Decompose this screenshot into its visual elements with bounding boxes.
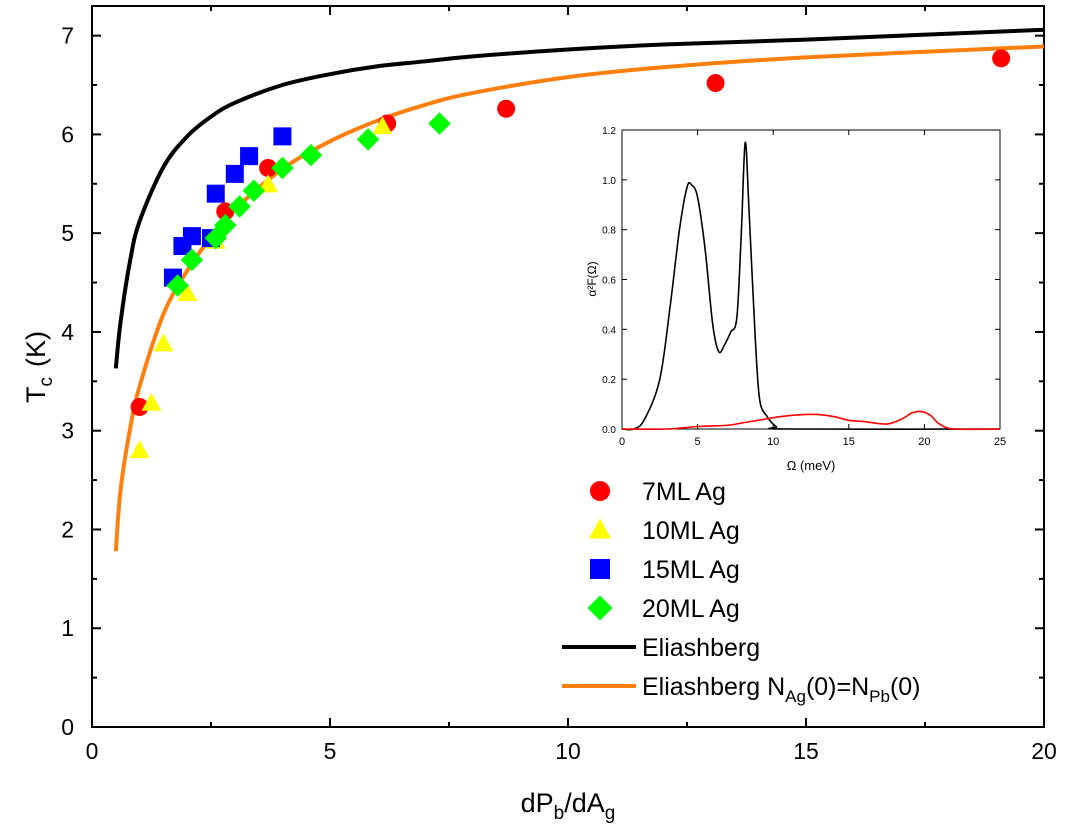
inset-series-line-red (621, 410, 1001, 431)
data-point-7ML (259, 158, 278, 177)
legend-marker-swatch (590, 481, 610, 501)
data-point-20ML (271, 156, 294, 180)
legend-item-eliashberg_n: Eliashberg NAg(0)=NPb(0) (562, 673, 921, 706)
legend-label-sub: Ag (785, 687, 806, 706)
legend-label: 10ML Ag (642, 517, 740, 545)
data-point-15ML (273, 127, 292, 146)
data-point-20ML (228, 195, 251, 218)
inset-x-tick-label: 5 (695, 436, 701, 448)
x-tick-label: 0 (86, 738, 99, 764)
y-tick-label: 3 (61, 418, 74, 444)
data-point-10ML (258, 174, 279, 193)
inset-y-tick-label: 0.0 (602, 425, 616, 436)
data-point-15ML (240, 147, 259, 166)
data-point-10ML (153, 333, 174, 352)
y-tick-label: 2 (61, 516, 74, 542)
inset-y-tick-label: 0.2 (602, 375, 616, 386)
main-x-axis-title: dPb/dAg (521, 788, 616, 824)
x-tick-label: 10 (555, 738, 581, 764)
data-point-10ML (372, 116, 393, 135)
x-tick-label: 5 (324, 738, 337, 764)
inset-x-tick-label: 10 (767, 436, 779, 448)
main-axis-ticks: 0 5 10 15 20 0 1 2 3 4 5 6 7 (61, 6, 1057, 764)
legend-label: 7ML Ag (642, 478, 726, 506)
y-tick-label: 7 (61, 23, 74, 49)
data-point-20ML (356, 128, 380, 151)
data-point-20ML (180, 248, 204, 272)
data-point-20ML (299, 143, 323, 167)
legend-item-20ML: 20ML Ag (587, 595, 740, 623)
data-point-15ML (182, 227, 201, 246)
legend: 7ML Ag 10ML Ag 15ML Ag 20ML Ag Eliashberg Eli… (562, 478, 921, 706)
y-tick-label: 6 (61, 121, 74, 147)
data-point-10ML (141, 392, 162, 411)
x-tick-label: 15 (793, 738, 819, 764)
inset-y-axis-title: α²F(Ω) (585, 261, 599, 296)
legend-item-15ML: 15ML Ag (590, 556, 740, 584)
legend-label-part: Eliashberg N (642, 673, 785, 701)
inset-x-tick-label: 20 (918, 436, 930, 448)
y-tick-label: 1 (61, 615, 74, 641)
inset-x-axis-title: Ω (meV) (787, 458, 836, 473)
legend-marker-swatch (587, 595, 613, 621)
inset-y-tick-label: 1.0 (602, 176, 616, 187)
legend-marker-swatch (590, 559, 610, 579)
legend-marker-swatch (589, 518, 611, 539)
series-line-eliashberg (113, 27, 1045, 369)
legend-item-eliashberg: Eliashberg (562, 634, 760, 662)
main-plot-series (113, 27, 1045, 552)
data-point-10ML (177, 283, 198, 302)
series-line-eliashberg_n (113, 44, 1045, 552)
x-tick-label: 20 (1031, 738, 1057, 764)
legend-label-part: (0) (890, 673, 921, 701)
inset-y-tick-label: 1.2 (602, 126, 616, 137)
legend-label: Eliashberg NAg(0)=NPb(0) (642, 673, 921, 706)
data-point-20ML (242, 179, 266, 202)
y-tick-label: 4 (61, 319, 74, 345)
data-point-20ML (214, 214, 237, 237)
inset-series-line-black (621, 141, 1001, 431)
legend-label: 15ML Ag (642, 556, 740, 584)
inset-x-tick-label: 15 (843, 436, 855, 448)
legend-item-10ML: 10ML Ag (589, 517, 740, 545)
legend-label: 20ML Ag (642, 595, 740, 623)
legend-label: Eliashberg (642, 634, 760, 662)
main-y-axis-title: Tc(K) (21, 331, 57, 403)
data-point-7ML (497, 99, 516, 118)
inset-axis-ticks: 0 5 10 15 20 25 0.0 0.2 0.4 0.6 0.8 1.0 1.2 (602, 126, 1006, 448)
data-point-7ML (130, 397, 149, 416)
data-point-7ML (706, 74, 725, 93)
inset-x-tick-label: 0 (619, 436, 625, 448)
data-point-15ML (225, 164, 244, 183)
inset-y-tick-label: 0.8 (602, 226, 616, 237)
data-point-20ML (428, 112, 451, 135)
y-tick-label: 5 (61, 220, 74, 246)
legend-label-part: (0)=N (806, 673, 869, 701)
inset-y-tick-label: 0.4 (602, 325, 616, 336)
data-point-15ML (206, 184, 225, 203)
y-tick-label: 0 (61, 714, 74, 740)
inset-plot-series (621, 141, 1001, 431)
inset-plot-background (565, 112, 1025, 487)
legend-label-sub: Pb (869, 687, 890, 706)
data-point-7ML (992, 49, 1011, 68)
data-point-10ML (129, 440, 150, 459)
inset-x-tick-label: 25 (994, 436, 1006, 448)
legend-item-7ML: 7ML Ag (590, 478, 726, 506)
data-point-20ML (166, 274, 189, 297)
inset-y-tick-label: 0.6 (602, 276, 616, 287)
